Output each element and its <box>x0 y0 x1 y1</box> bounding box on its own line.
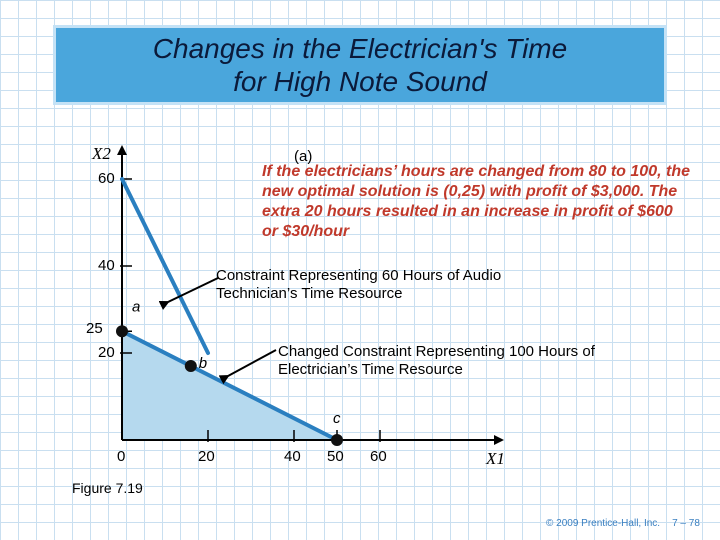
x-tick-label: 40 <box>284 448 301 465</box>
corner-label-a: a <box>132 298 140 315</box>
corner-point-b <box>184 360 197 373</box>
x-tick-label: 20 <box>198 448 215 465</box>
y-axis-label: X2 <box>92 145 111 163</box>
y-tick-label: 60 <box>98 170 115 187</box>
y-tick-label: 25 <box>86 320 103 338</box>
corner-point-c <box>331 434 343 446</box>
page-number: 7 – 78 <box>672 518 700 529</box>
figure-label: Figure 7.19 <box>72 480 143 496</box>
y-tick-label: 40 <box>98 257 115 274</box>
x-axis-label: X1 <box>486 450 505 468</box>
corner-point-a <box>116 325 128 338</box>
x-tick-label: 50 <box>327 448 344 465</box>
constraint-line-1 <box>120 177 210 355</box>
corner-label-c: c <box>333 410 341 427</box>
corner-label-b: b <box>199 355 207 372</box>
y-tick-label: 20 <box>98 344 115 361</box>
title-banner: Changes in the Electrician's Time for Hi… <box>53 25 667 105</box>
constraint-line-2 <box>120 329 339 442</box>
y-axis-label-text: X2 <box>92 144 111 163</box>
electrician-callout-arrow <box>218 349 277 385</box>
copyright-text: © 2009 Prentice-Hall, Inc. <box>546 518 661 529</box>
x-tick-label: 60 <box>370 448 387 465</box>
page-title: Changes in the Electrician's Time for Hi… <box>152 33 568 97</box>
result-annotation: If the electricians’ hours are changed f… <box>262 163 690 240</box>
panel-label: (a) <box>294 148 313 165</box>
credit-line: © 2009 Prentice-Hall, Inc. 7 – 78 <box>546 518 700 529</box>
audio-callout-arrow <box>158 277 219 310</box>
x-axis-label-text: X1 <box>486 449 505 468</box>
x-tick-label: 0 <box>117 448 126 465</box>
electrician-constraint-label: Changed Constraint Representing 100 Hour… <box>278 343 595 378</box>
audio-constraint-label: Constraint Representing 60 Hours of Audi… <box>216 267 502 302</box>
